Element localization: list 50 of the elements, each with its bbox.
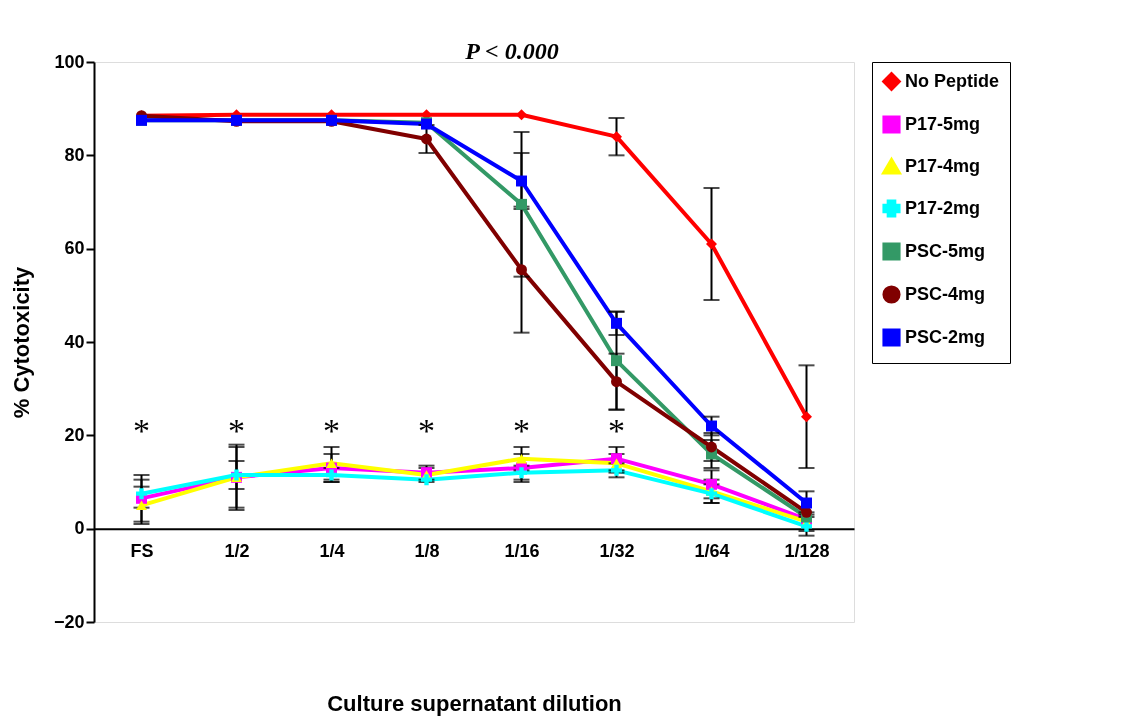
legend-label: P17-4mg: [905, 155, 981, 176]
y-tick-label: 20: [64, 424, 85, 445]
x-tick-label: 1/32: [599, 541, 635, 562]
point: [611, 376, 622, 388]
legend-label: PSC-5mg: [905, 240, 986, 261]
point: [706, 478, 717, 490]
y-tick-label: 0: [74, 518, 85, 539]
legend-label: No Peptide: [905, 70, 1000, 91]
point: [516, 198, 527, 210]
x-tick-label: 1/16: [504, 541, 540, 562]
point: [706, 420, 717, 432]
point: [706, 441, 717, 453]
point: [516, 264, 527, 276]
x-tick-label: 1/4: [319, 541, 345, 562]
annotation: *: [418, 411, 435, 449]
y-tick-label: 40: [64, 331, 85, 352]
y-tick-label: 100: [54, 51, 85, 72]
y-axis-title: % Cytotoxicity: [8, 265, 34, 419]
legend-label: PSC-4mg: [905, 283, 986, 304]
annotation: *: [608, 411, 625, 449]
point: [326, 458, 337, 469]
x-tick-label: FS: [130, 541, 154, 562]
x-tick-label: 1/64: [694, 541, 730, 562]
point: [421, 133, 432, 145]
legend-label: P17-5mg: [905, 113, 981, 134]
point: [611, 355, 622, 367]
point: [421, 474, 432, 486]
point: [611, 131, 622, 143]
point: [801, 411, 812, 423]
point: [516, 175, 527, 187]
annotation: *: [323, 411, 340, 449]
annotation: *: [513, 411, 530, 449]
point: [136, 488, 147, 500]
x-tick-label: 1/8: [414, 541, 440, 562]
point: [801, 497, 812, 509]
annotation: *: [228, 411, 245, 449]
annotation: *: [133, 411, 150, 449]
x-tick-label: 1/2: [224, 541, 250, 562]
point: [136, 500, 147, 511]
y-tick-label: 60: [64, 238, 85, 259]
point: [516, 453, 527, 464]
x-tick-label: 1/128: [784, 541, 830, 562]
annotation: P < 0.000: [464, 38, 559, 64]
point: [516, 109, 527, 121]
point: [611, 317, 622, 329]
legend-label: P17-2mg: [905, 197, 981, 218]
legend-label: PSC-2mg: [905, 326, 986, 347]
x-axis-title: Culture supernatant dilution: [327, 691, 622, 717]
y-tick-label: −20: [53, 611, 85, 632]
y-tick-label: 80: [64, 144, 85, 165]
